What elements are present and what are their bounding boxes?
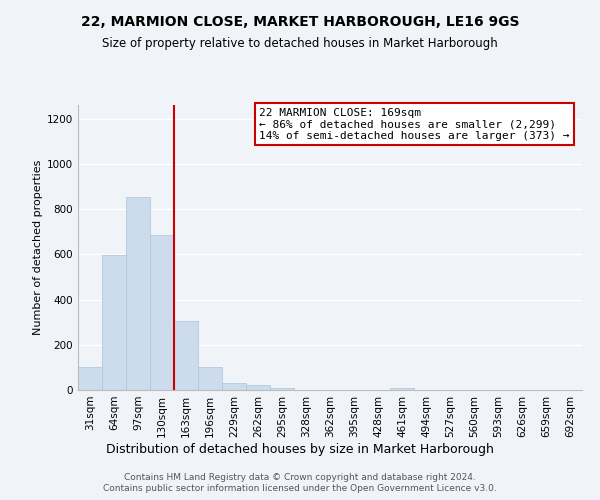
Bar (270, 388, 294, 390)
Bar (222, 383, 246, 390)
Text: Size of property relative to detached houses in Market Harborough: Size of property relative to detached ho… (102, 38, 498, 51)
Y-axis label: Number of detached properties: Number of detached properties (33, 160, 43, 335)
Text: 22, MARMION CLOSE, MARKET HARBOROUGH, LE16 9GS: 22, MARMION CLOSE, MARKET HARBOROUGH, LE… (81, 15, 519, 29)
Text: 22 MARMION CLOSE: 169sqm
← 86% of detached houses are smaller (2,299)
14% of sem: 22 MARMION CLOSE: 169sqm ← 86% of detach… (259, 108, 570, 141)
Bar (174, 321, 198, 390)
Text: Distribution of detached houses by size in Market Harborough: Distribution of detached houses by size … (106, 442, 494, 456)
Bar (198, 368, 222, 390)
Bar (78, 368, 102, 390)
Text: Contains HM Land Registry data © Crown copyright and database right 2024.: Contains HM Land Registry data © Crown c… (124, 472, 476, 482)
Bar (246, 386, 270, 390)
Bar (150, 235, 174, 390)
Text: Contains public sector information licensed under the Open Government Licence v3: Contains public sector information licen… (103, 484, 497, 493)
Bar (102, 256, 126, 390)
Bar (126, 196, 150, 390)
Bar (390, 388, 414, 390)
